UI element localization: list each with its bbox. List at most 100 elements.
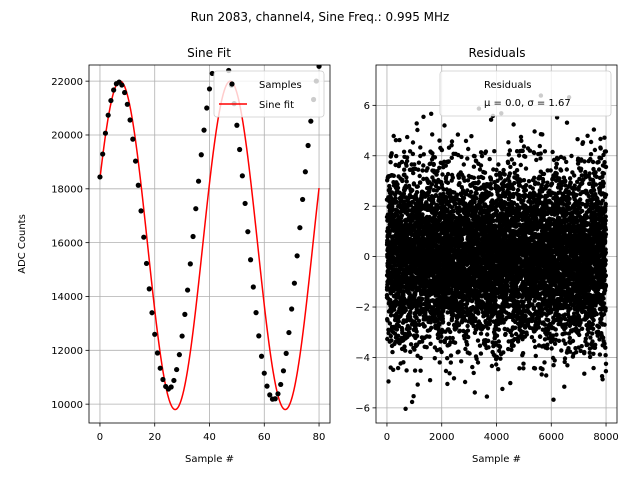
residual-point	[396, 366, 400, 370]
residual-point	[513, 326, 517, 330]
sine-fit-title: Sine Fit	[187, 46, 231, 60]
residual-point	[473, 390, 477, 394]
residual-point	[410, 400, 414, 404]
sample-point	[248, 257, 253, 262]
residual-point	[430, 132, 434, 136]
sine-fit-xtick-label: 60	[258, 432, 271, 443]
residual-point	[412, 162, 416, 166]
residual-point	[411, 140, 415, 144]
residuals-ytick-label: −2	[355, 303, 370, 314]
residual-point	[441, 319, 445, 323]
residual-point	[479, 331, 483, 335]
sine-fit-grid	[89, 65, 330, 423]
sample-point	[273, 396, 278, 401]
residual-point	[455, 193, 459, 197]
sample-point	[144, 261, 149, 266]
sine-fit-xtick-label: 20	[148, 432, 161, 443]
residual-point	[511, 187, 515, 191]
sample-point	[275, 391, 280, 396]
residual-point	[408, 310, 412, 314]
residual-point	[515, 168, 519, 172]
sample-point	[100, 151, 105, 156]
residual-point	[450, 156, 454, 160]
residual-point	[414, 330, 418, 334]
sample-point	[308, 119, 313, 124]
residual-point	[463, 347, 467, 351]
residual-point	[439, 335, 443, 339]
residual-point	[457, 181, 461, 185]
residual-point	[501, 168, 505, 172]
residual-point	[449, 143, 453, 147]
residual-point	[494, 168, 498, 172]
sample-point	[253, 310, 258, 315]
residual-point	[476, 338, 480, 342]
residuals-xtick-label: 2000	[429, 432, 454, 443]
residual-point	[391, 368, 395, 372]
residual-point	[496, 367, 500, 371]
residual-point	[408, 332, 412, 336]
residual-point	[508, 381, 512, 385]
residual-point	[449, 360, 453, 364]
residual-point	[396, 186, 400, 190]
residual-point	[400, 213, 404, 217]
residual-point	[386, 379, 390, 383]
residual-point	[445, 356, 449, 360]
residual-point	[397, 138, 401, 142]
sample-point	[286, 330, 291, 335]
residuals-ytick-label: −6	[355, 403, 370, 414]
residual-point	[404, 308, 408, 312]
sample-point	[158, 366, 163, 371]
sample-point	[193, 206, 198, 211]
residuals-title: Residuals	[469, 46, 526, 60]
residual-point	[397, 319, 401, 323]
residual-point	[446, 172, 450, 176]
residuals-xtick-label: 4000	[484, 432, 509, 443]
sample-point	[97, 174, 102, 179]
sample-point	[141, 235, 146, 240]
sample-point	[251, 284, 256, 289]
residual-point	[501, 350, 505, 354]
residual-point	[417, 319, 421, 323]
sine-fit-xtick-label: 80	[313, 432, 326, 443]
residual-point	[459, 155, 463, 159]
residual-point	[415, 121, 419, 125]
sine-fit-ytick-label: 16000	[51, 238, 83, 249]
residual-point	[462, 162, 466, 166]
residual-point	[488, 157, 492, 161]
sample-point	[182, 312, 187, 317]
residual-point	[478, 344, 482, 348]
residual-point	[428, 342, 432, 346]
residuals-xtick-label: 6000	[539, 432, 564, 443]
residual-point	[416, 168, 420, 172]
sample-point	[106, 113, 111, 118]
residual-point	[483, 171, 487, 175]
residual-point	[485, 394, 489, 398]
residual-point	[492, 149, 496, 153]
sample-point	[303, 169, 308, 174]
sine-fit-ytick-label: 12000	[51, 346, 83, 357]
residual-point	[506, 140, 510, 144]
sine-fit-panel: Sine Fit 1000012000140001600018000200002…	[17, 46, 330, 465]
residual-point	[516, 339, 520, 343]
residual-point	[419, 434, 423, 438]
residual-point	[481, 176, 485, 180]
residual-point	[408, 350, 412, 354]
residual-point	[503, 172, 507, 176]
figure-suptitle: Run 2083, channel4, Sine Freq.: 0.995 MH…	[191, 10, 450, 24]
sample-point	[155, 350, 160, 355]
residual-point	[503, 332, 507, 336]
residual-point	[511, 122, 515, 126]
residual-point	[486, 326, 490, 330]
residual-point	[510, 333, 514, 337]
residual-point	[452, 376, 456, 380]
residual-point	[511, 344, 515, 348]
residual-point	[403, 348, 407, 352]
residual-point	[411, 171, 415, 175]
residual-point	[388, 160, 392, 164]
residual-point	[415, 190, 419, 194]
residual-point	[420, 212, 424, 216]
residual-point	[467, 351, 471, 355]
